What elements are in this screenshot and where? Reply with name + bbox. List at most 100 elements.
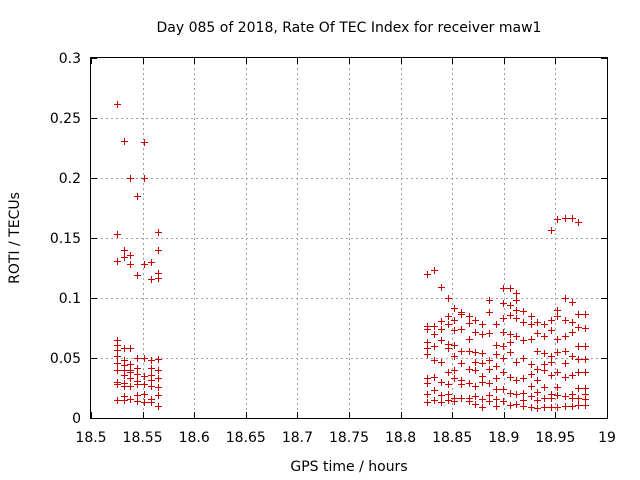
- data-point-marker: [554, 216, 561, 223]
- data-point-marker: [445, 345, 452, 352]
- data-point-marker: [127, 345, 134, 352]
- x-tick-label: 18.75: [329, 430, 369, 446]
- data-point-marker: [486, 380, 493, 387]
- x-tick-label: 18.9: [488, 430, 519, 446]
- data-point-marker: [569, 395, 576, 402]
- data-point-marker: [493, 342, 500, 349]
- data-point-marker: [500, 398, 507, 405]
- data-point-marker: [431, 397, 438, 404]
- data-point-marker: [500, 386, 507, 393]
- y-tick-label: 0.15: [50, 231, 81, 247]
- data-point-marker: [458, 326, 465, 333]
- data-point-marker: [541, 367, 548, 374]
- data-point-marker: [431, 267, 438, 274]
- data-point-marker: [472, 393, 479, 400]
- data-point-marker: [127, 261, 134, 268]
- x-tick-label: 18.7: [282, 430, 313, 446]
- data-point-marker: [121, 383, 128, 390]
- data-point-marker: [134, 392, 141, 399]
- data-point-marker: [486, 392, 493, 399]
- data-point-marker: [575, 402, 582, 409]
- data-point-marker: [513, 333, 520, 340]
- data-point-marker: [513, 377, 520, 384]
- data-point-marker: [141, 355, 148, 362]
- data-point-marker: [445, 369, 452, 376]
- y-tick-label: 0: [72, 411, 81, 427]
- y-tick-label: 0.05: [50, 351, 81, 367]
- data-point-marker: [114, 353, 121, 360]
- data-point-marker: [562, 295, 569, 302]
- data-point-marker: [438, 318, 445, 325]
- data-point-marker: [134, 272, 141, 279]
- data-point-marker: [507, 339, 514, 346]
- data-point-marker: [458, 381, 465, 388]
- data-point-marker: [127, 396, 134, 403]
- data-point-marker: [562, 348, 569, 355]
- data-point-marker: [148, 276, 155, 283]
- data-point-marker: [424, 351, 431, 358]
- data-point-marker: [479, 331, 486, 338]
- data-point-marker: [554, 384, 561, 391]
- data-point-marker: [479, 350, 486, 357]
- data-point-marker: [114, 360, 121, 367]
- data-point-marker: [534, 397, 541, 404]
- data-point-marker: [513, 297, 520, 304]
- data-point-marker: [431, 374, 438, 381]
- data-point-marker: [541, 350, 548, 357]
- data-point-marker: [121, 247, 128, 254]
- data-point-marker: [127, 252, 134, 259]
- data-point-marker: [141, 399, 148, 406]
- data-point-marker: [520, 319, 527, 326]
- data-point-marker: [500, 315, 507, 322]
- data-point-marker: [575, 369, 582, 376]
- plot-frame: [90, 57, 608, 419]
- data-point-marker: [127, 369, 134, 376]
- chart-title: Day 085 of 2018, Rate Of TEC Index for r…: [157, 20, 542, 36]
- data-point-marker: [127, 383, 134, 390]
- data-point-marker: [155, 384, 162, 391]
- data-point-marker: [582, 325, 589, 332]
- data-point-marker: [569, 403, 576, 410]
- data-point-marker: [534, 389, 541, 396]
- data-point-marker: [493, 321, 500, 328]
- y-tick-label: 0.2: [59, 171, 81, 187]
- data-point-marker: [575, 311, 582, 318]
- data-point-marker: [466, 398, 473, 405]
- y-tick-label: 0.1: [59, 291, 81, 307]
- data-point-marker: [458, 311, 465, 318]
- data-point-marker: [466, 320, 473, 327]
- data-point-marker: [141, 139, 148, 146]
- data-point-marker: [155, 392, 162, 399]
- data-point-marker: [520, 390, 527, 397]
- data-point-marker: [466, 336, 473, 343]
- data-point-marker: [562, 393, 569, 400]
- data-point-marker: [451, 305, 458, 312]
- data-point-marker: [445, 321, 452, 328]
- data-point-marker: [534, 366, 541, 373]
- data-point-marker: [548, 359, 555, 366]
- data-point-marker: [114, 101, 121, 108]
- data-point-marker: [141, 381, 148, 388]
- data-point-marker: [148, 377, 155, 384]
- data-point-marker: [431, 357, 438, 364]
- data-point-marker: [114, 231, 121, 238]
- data-point-marker: [569, 329, 576, 336]
- data-point-marker: [472, 349, 479, 356]
- data-point-marker: [554, 369, 561, 376]
- data-point-marker: [582, 369, 589, 376]
- data-point-marker: [582, 402, 589, 409]
- x-tick-label: 18.8: [385, 430, 416, 446]
- data-point-marker: [121, 345, 128, 352]
- data-point-marker: [528, 336, 535, 343]
- data-point-marker: [569, 215, 576, 222]
- data-point-marker: [554, 336, 561, 343]
- data-point-marker: [569, 299, 576, 306]
- data-point-marker: [528, 361, 535, 368]
- data-point-marker: [121, 372, 128, 379]
- data-point-marker: [114, 347, 121, 354]
- data-point-marker: [507, 402, 514, 409]
- data-point-marker: [534, 319, 541, 326]
- data-point-marker: [127, 375, 134, 382]
- data-point-marker: [534, 330, 541, 337]
- data-point-marker: [141, 391, 148, 398]
